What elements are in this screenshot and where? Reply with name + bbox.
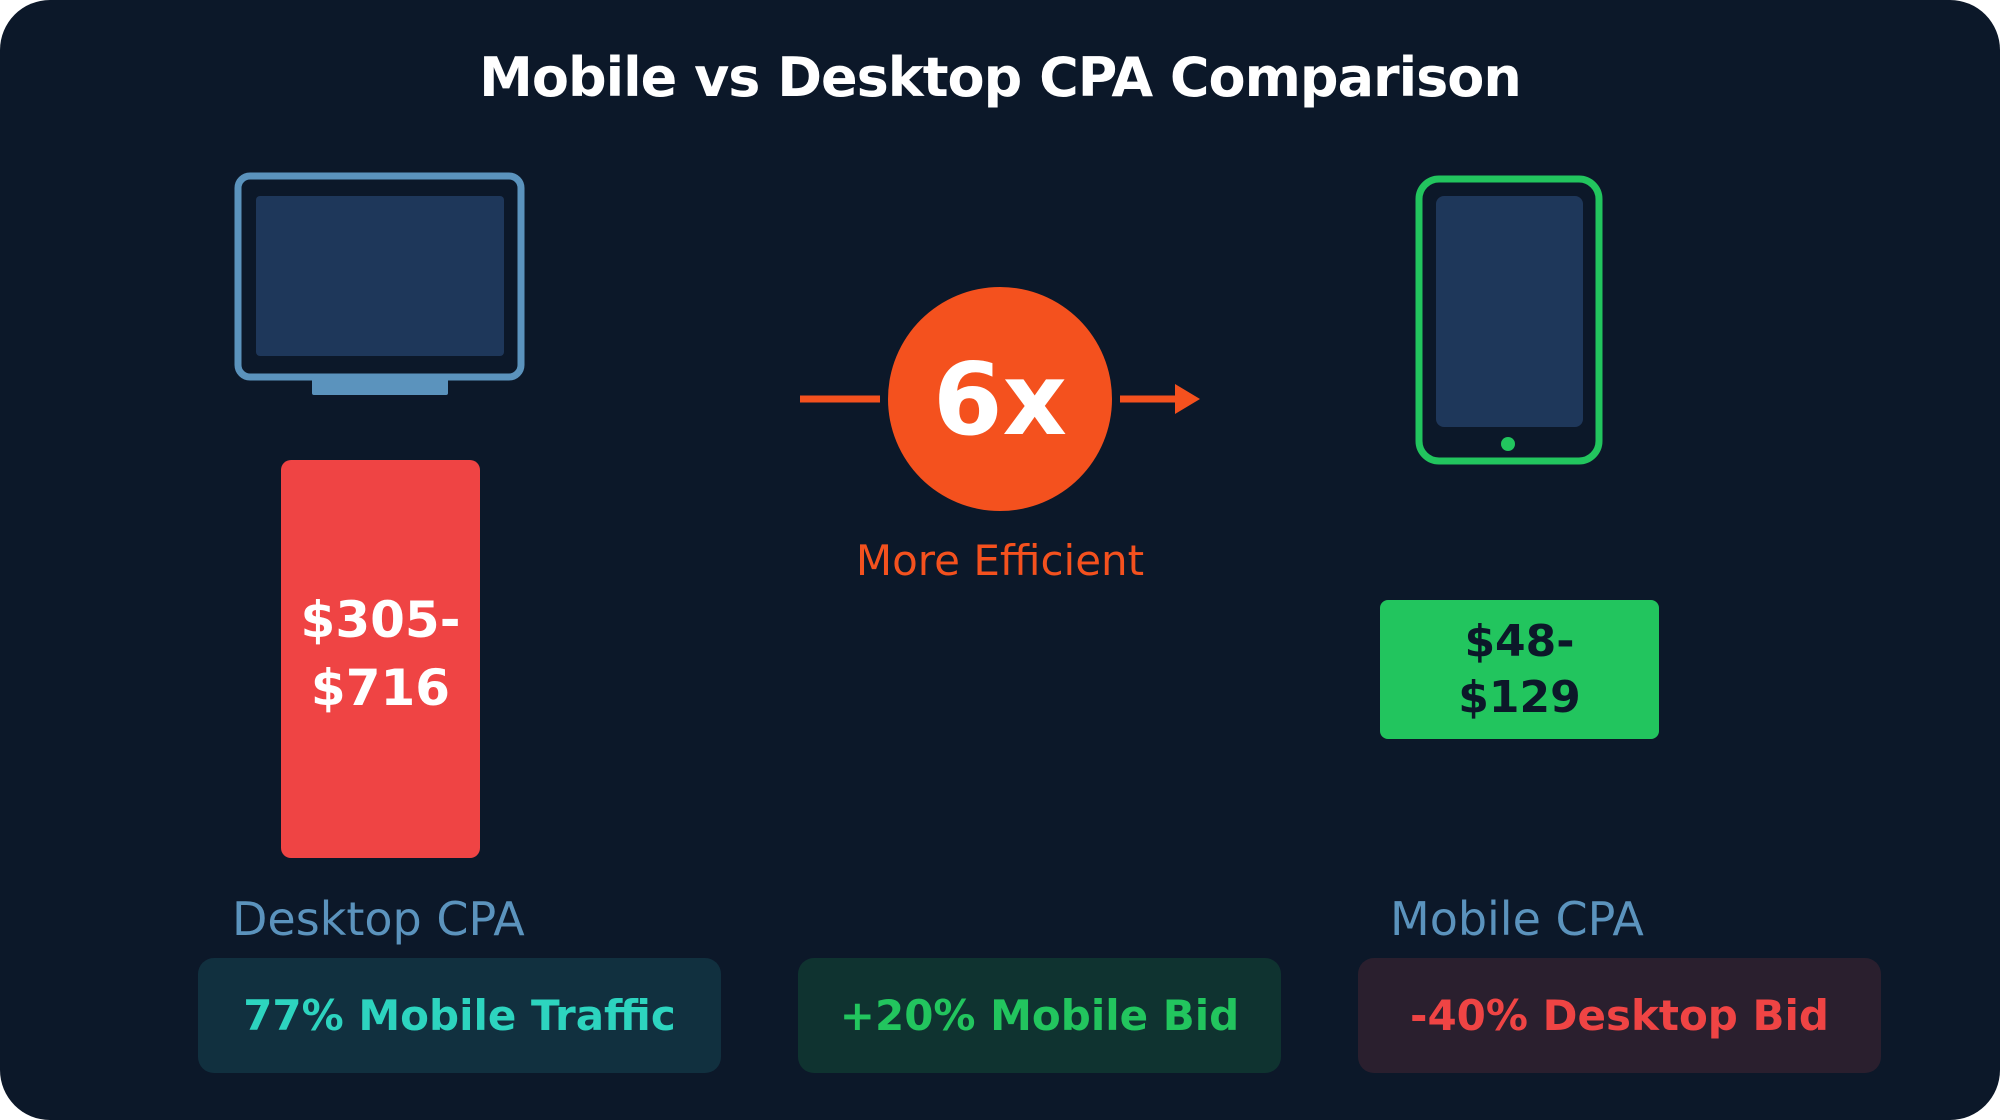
home-button-icon [1501, 437, 1515, 451]
mobile-cpa-low: $48- [1464, 615, 1575, 667]
efficiency-arrow [800, 287, 1200, 511]
mobile-cpa-bar: $48- $129 [1380, 600, 1659, 739]
desktop-cpa-label: Desktop CPA [232, 892, 525, 946]
efficiency-caption: More Efficient [855, 536, 1145, 585]
monitor-icon [234, 172, 525, 395]
mobile-cpa-high: $129 [1458, 671, 1581, 723]
desktop-cpa-high: $716 [310, 659, 451, 717]
mobile-cpa-label: Mobile CPA [1390, 892, 1644, 946]
stat-desktop-bid: -40% Desktop Bid [1358, 958, 1881, 1073]
stat-mobile-bid: +20% Mobile Bid [798, 958, 1281, 1073]
desktop-cpa-bar: $305- $716 [281, 460, 480, 858]
tablet-icon [1415, 175, 1603, 465]
desktop-cpa-low: $305- [300, 591, 461, 649]
efficiency-multiplier: 6x [932, 341, 1068, 458]
arrow-head-icon [1175, 384, 1200, 414]
page-title: Mobile vs Desktop CPA Comparison [479, 46, 1522, 109]
efficiency-circle [888, 287, 1112, 511]
stat-mobile-traffic: 77% Mobile Traffic [198, 958, 721, 1073]
